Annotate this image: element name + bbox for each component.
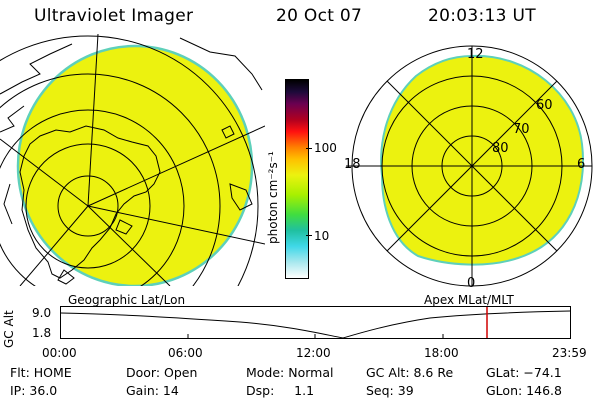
header-date: 20 Oct 07 bbox=[276, 6, 363, 26]
info-glat: GLat: −74.1 bbox=[486, 365, 562, 380]
colorbar bbox=[285, 79, 309, 279]
apex-mlat-mlt-panel: 12 18 6 0 60 70 80 bbox=[344, 45, 593, 291]
time-tick-1800: 18:00 bbox=[424, 346, 459, 360]
mlat-label-60: 60 bbox=[536, 98, 553, 113]
colorbar-tick-label-100: 100 bbox=[314, 141, 337, 155]
altitude-curve bbox=[60, 310, 571, 339]
mlt-label-18: 18 bbox=[344, 157, 361, 172]
apex-aurora-disc bbox=[380, 54, 584, 266]
geo-panel-label: Geographic Lat/Lon bbox=[68, 293, 186, 307]
colorbar-tick-100 bbox=[306, 148, 312, 149]
time-tick-1200: 12:00 bbox=[296, 346, 331, 360]
altitude-plot bbox=[60, 306, 571, 339]
mlat-label-80: 80 bbox=[492, 141, 509, 156]
info-door: Door: Open bbox=[126, 365, 198, 380]
colorbar-tick-label-10: 10 bbox=[314, 229, 330, 243]
info-mode: Mode: Normal bbox=[246, 365, 334, 380]
colorbar-tick-10 bbox=[306, 235, 312, 236]
altitude-ymin-label: 1.8 bbox=[32, 326, 52, 340]
apex-panel-label: Apex MLat/MLT bbox=[424, 293, 514, 307]
time-tick-0600: 06:00 bbox=[168, 346, 203, 360]
info-ip: IP: 36.0 bbox=[10, 383, 58, 398]
colorbar-units-label: photon cm⁻²s⁻¹ bbox=[266, 151, 280, 244]
header-time: 20:03:13 UT bbox=[428, 6, 536, 26]
time-tick-0000: 00:00 bbox=[42, 346, 77, 360]
info-glon: GLon: 146.8 bbox=[486, 383, 562, 398]
info-gc-alt: GC Alt: 8.6 Re bbox=[366, 365, 454, 380]
info-flight: Flt: HOME bbox=[10, 365, 72, 380]
mlt-label-12: 12 bbox=[467, 47, 484, 62]
mlt-label-0: 0 bbox=[467, 276, 475, 291]
time-tick-2359: 23:59 bbox=[552, 346, 587, 360]
info-gain: Gain: 14 bbox=[126, 383, 179, 398]
app-title: Ultraviolet Imager bbox=[34, 6, 194, 26]
info-seq: Seq: 39 bbox=[366, 383, 414, 398]
geographic-map-panel bbox=[0, 34, 265, 286]
altitude-ymax-label: 9.0 bbox=[32, 306, 52, 320]
mlt-label-6: 6 bbox=[577, 157, 585, 172]
info-dsp: Dsp: 1.1 bbox=[246, 383, 315, 398]
mlat-label-70: 70 bbox=[513, 122, 530, 137]
altitude-axis-label: GC Alt bbox=[2, 310, 16, 348]
